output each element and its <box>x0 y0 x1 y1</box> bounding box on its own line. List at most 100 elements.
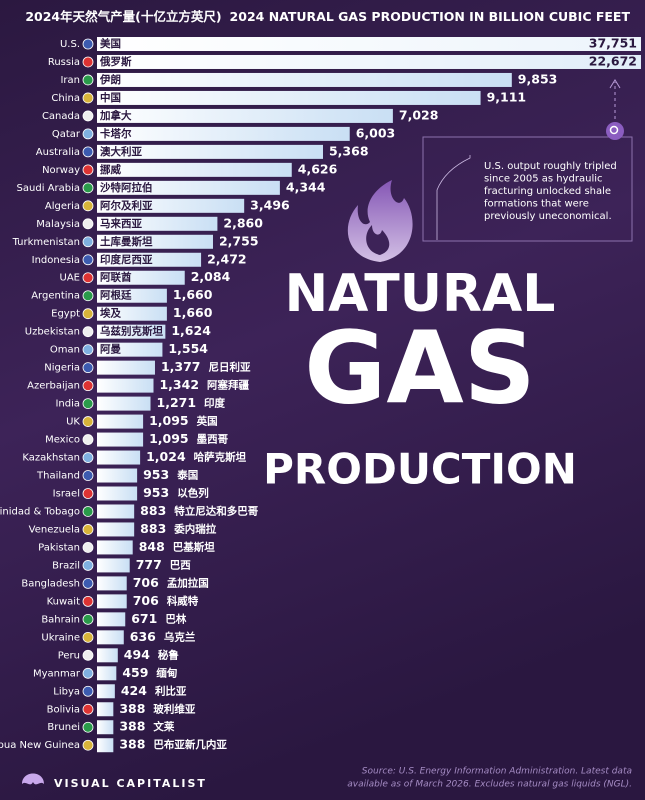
category-label-zh: 挪威 <box>100 163 121 176</box>
category-label-zh: 中国 <box>100 91 121 104</box>
value-label: 7,028 <box>399 107 439 122</box>
bar <box>97 216 218 231</box>
value-label: 1,342 <box>159 377 199 392</box>
value-label: 848 <box>139 539 165 554</box>
category-label: Indonesia <box>32 255 80 266</box>
flag <box>82 56 94 68</box>
bar <box>97 468 138 483</box>
value-label: 1,095 <box>149 431 189 446</box>
category-label: Myanmar <box>33 668 81 679</box>
category-label-zh: 巴西 <box>170 559 191 571</box>
category-label-zh: 印度尼西亚 <box>100 253 153 266</box>
annotation-line: U.S. output roughly tripled <box>484 161 617 172</box>
category-label-zh: 玻利维亚 <box>153 702 195 715</box>
value-label: 2,755 <box>219 233 259 248</box>
flag <box>82 721 94 733</box>
flag <box>82 452 94 463</box>
annotation-line: since 2005 as hydraulic <box>484 174 603 185</box>
value-label: 953 <box>143 485 169 500</box>
bar <box>97 684 115 699</box>
flag <box>82 739 94 751</box>
category-label: India <box>55 399 80 410</box>
value-label: 706 <box>133 593 159 608</box>
flag <box>82 434 94 445</box>
category-label-zh: 印度 <box>204 397 225 410</box>
category-label: Pakistan <box>38 542 80 553</box>
bar <box>97 342 163 357</box>
bar <box>97 180 280 195</box>
value-label: 388 <box>119 719 145 734</box>
category-label: Algeria <box>45 201 80 212</box>
annotation: U.S. output roughly tripled since 2005 as… <box>484 161 617 222</box>
category-label-zh: 墨西哥 <box>197 434 229 446</box>
category-label: Qatar <box>52 129 81 140</box>
category-label-zh: 特立尼达和多巴哥 <box>174 504 258 517</box>
flag <box>82 290 94 302</box>
flag <box>82 560 94 571</box>
flag <box>82 470 94 481</box>
category-label-zh: 科威特 <box>167 594 199 607</box>
value-label: 1,624 <box>171 323 211 338</box>
value-label: 4,626 <box>298 161 338 176</box>
category-label-zh: 土库曼斯坦 <box>100 235 153 248</box>
bar <box>97 162 292 177</box>
bar <box>97 324 166 339</box>
category-label: Mexico <box>45 435 80 446</box>
category-label-zh: 文莱 <box>152 720 174 733</box>
category-label: Libya <box>53 686 80 697</box>
value-label: 1,554 <box>168 341 208 356</box>
value-label: 706 <box>133 575 159 590</box>
flag <box>82 218 94 230</box>
category-label-zh: 缅甸 <box>156 666 177 679</box>
flag <box>82 578 94 589</box>
flag <box>82 506 94 517</box>
category-label-zh: 阿根廷 <box>100 289 132 302</box>
value-label: 1,271 <box>157 395 197 410</box>
category-label: Kazakhstan <box>22 453 80 464</box>
flag <box>82 667 94 679</box>
bar <box>97 540 133 555</box>
value-label: 37,751 <box>589 36 637 51</box>
category-label: UAE <box>60 273 80 284</box>
category-label-zh: 尼日利亚 <box>209 361 251 374</box>
category-label: Canada <box>42 111 80 122</box>
category-label-zh: 阿联酋 <box>100 271 132 284</box>
category-label: Peru <box>58 650 80 661</box>
flag <box>82 92 94 104</box>
category-label: Papua New Guinea <box>0 740 80 751</box>
value-label: 636 <box>130 629 156 644</box>
category-label-zh: 澳大利亚 <box>100 145 142 158</box>
value-label: 5,368 <box>329 143 369 158</box>
category-label: Israel <box>53 489 80 500</box>
category-label-zh: 阿塞拜疆 <box>207 379 249 392</box>
value-label: 1,377 <box>161 359 201 374</box>
flag <box>82 272 94 284</box>
category-label: Venezuela <box>29 524 80 535</box>
flag <box>82 631 94 643</box>
annotation-line: previously uneconomical. <box>484 211 612 222</box>
value-label: 1,660 <box>173 287 213 302</box>
category-label: Russia <box>48 57 80 68</box>
category-label-zh: 哈萨克斯坦 <box>194 451 247 464</box>
flag <box>82 326 94 338</box>
category-label-zh: 阿尔及利亚 <box>100 199 153 212</box>
value-label: 1,660 <box>173 305 213 320</box>
category-label: Azerbaijan <box>27 381 80 392</box>
value-label: 388 <box>119 701 145 716</box>
bar <box>97 558 130 573</box>
bar <box>97 288 167 303</box>
category-label: Bahrain <box>41 614 80 625</box>
flag <box>82 524 94 535</box>
flag <box>82 164 94 176</box>
bar <box>97 252 202 267</box>
brand: VISUAL CAPITALIST <box>54 777 207 790</box>
bar <box>97 396 151 411</box>
bar <box>97 126 350 141</box>
flag <box>82 146 94 158</box>
category-label-zh: 阿曼 <box>100 343 121 356</box>
category-label-zh: 卡塔尔 <box>100 127 132 140</box>
category-label: Turkmenistan <box>12 237 80 248</box>
value-label: 671 <box>131 611 157 626</box>
value-label: 494 <box>124 647 150 662</box>
